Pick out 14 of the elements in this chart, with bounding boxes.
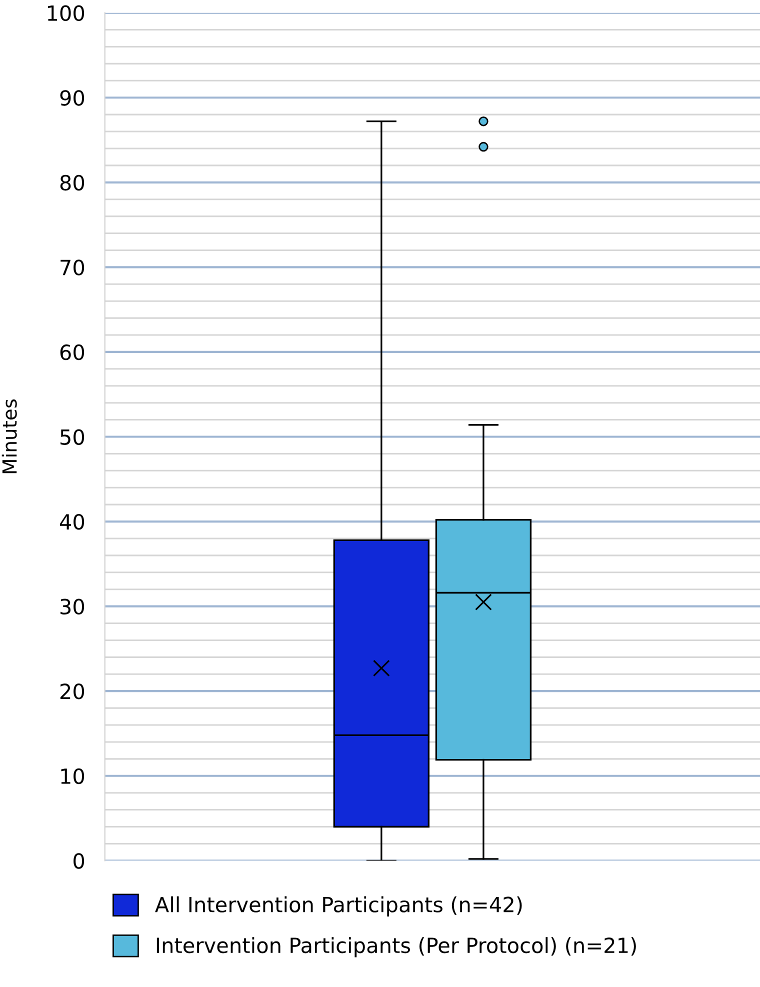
y-tick-label: 80 <box>60 174 84 191</box>
y-tick-label: 60 <box>60 344 84 360</box>
y-tick-label: 90 <box>60 90 84 106</box>
y-axis-title: Minutes <box>2 399 17 474</box>
legend-label: All Intervention Participants (n=42) <box>155 896 522 916</box>
y-tick-label: 50 <box>60 429 84 445</box>
y-tick-label: 10 <box>61 768 84 784</box>
y-tick-label: 70 <box>60 260 84 276</box>
y-tick-label: 40 <box>60 514 84 530</box>
y-tick-label: 0 <box>74 853 84 869</box>
y-tick-label: 30 <box>60 598 84 615</box>
y-tick-label: 100 <box>48 5 84 22</box>
y-tick-label: 20 <box>60 684 84 700</box>
legend-label: Intervention Participants (Per Protocol) (n=21) <box>156 937 636 958</box>
